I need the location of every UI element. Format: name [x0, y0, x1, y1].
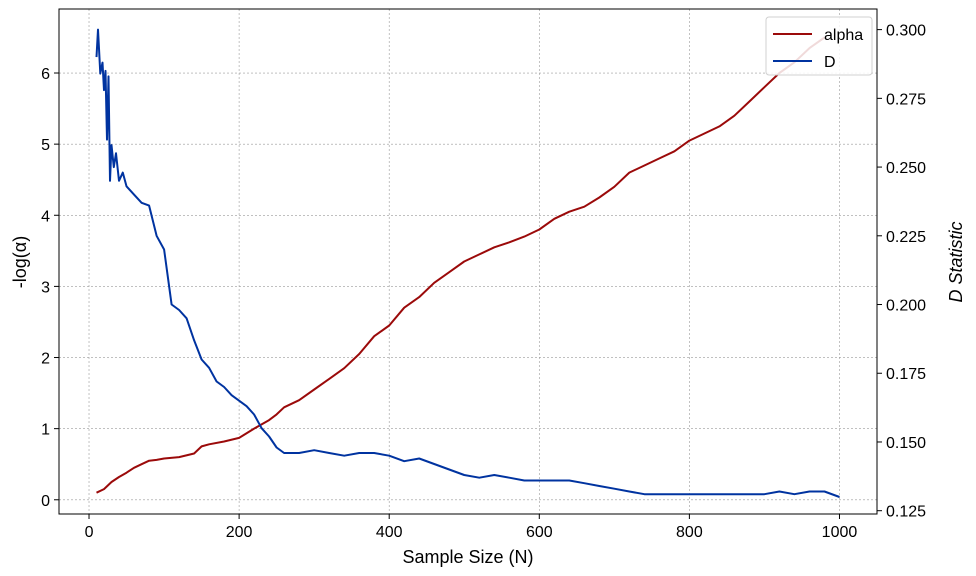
y2-tick-label: 0.225	[886, 229, 926, 246]
x-tick-label: 800	[676, 524, 703, 541]
legend-label-alpha: alpha	[824, 27, 863, 44]
x-axis-ticks: 0 200 400 600 800 1000	[85, 514, 858, 541]
right-y-axis-label: D Statistic	[946, 221, 966, 302]
left-y-axis-label: -log(α)	[10, 236, 30, 288]
y-tick-label: 4	[41, 208, 50, 225]
x-tick-label: 600	[526, 524, 553, 541]
y-tick-label: 5	[41, 137, 50, 154]
series-lines	[95, 28, 840, 498]
y-tick-label: 0	[41, 493, 50, 510]
y2-tick-label: 0.275	[886, 91, 926, 108]
y2-tick-label: 0.200	[886, 298, 926, 315]
y2-tick-label: 0.125	[886, 504, 926, 521]
y-tick-label: 2	[41, 351, 50, 368]
y-tick-label: 3	[41, 279, 50, 296]
y2-tick-label: 0.300	[886, 23, 926, 40]
legend-label-d: D	[824, 54, 836, 71]
x-axis-label: Sample Size (N)	[402, 547, 533, 567]
series-line-alpha	[96, 36, 826, 494]
y-tick-label: 1	[41, 422, 50, 439]
grid-lines	[59, 9, 877, 514]
legend: alpha D	[765, 16, 873, 76]
series-line-d	[95, 28, 840, 498]
x-tick-label: 1000	[822, 524, 858, 541]
right-y-axis-ticks: 0.125 0.150 0.175 0.200 0.225 0.250 0.275 0.300	[877, 23, 926, 521]
x-tick-label: 0	[85, 524, 94, 541]
y2-tick-label: 0.150	[886, 435, 926, 452]
x-tick-label: 400	[376, 524, 403, 541]
left-y-axis-ticks: 0 1 2 3 4 5 6	[41, 66, 59, 510]
y2-tick-label: 0.175	[886, 366, 926, 383]
plot-area-frame	[58, 8, 878, 515]
x-tick-label: 200	[226, 524, 253, 541]
y-tick-label: 6	[41, 66, 50, 83]
legend-box	[765, 16, 873, 76]
y2-tick-label: 0.250	[886, 160, 926, 177]
